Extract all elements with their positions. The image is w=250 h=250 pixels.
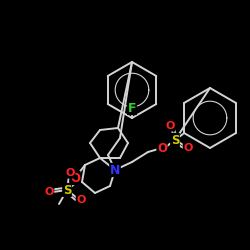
Text: O: O [183,143,193,153]
Text: N: N [110,164,120,176]
Text: O: O [65,168,75,178]
Text: O: O [70,172,80,184]
Text: O: O [157,142,167,154]
Text: F: F [128,102,136,114]
Text: O: O [44,187,54,197]
Text: S: S [171,134,179,146]
Text: O: O [76,195,86,205]
Text: O: O [165,121,175,131]
Text: S: S [63,184,71,196]
